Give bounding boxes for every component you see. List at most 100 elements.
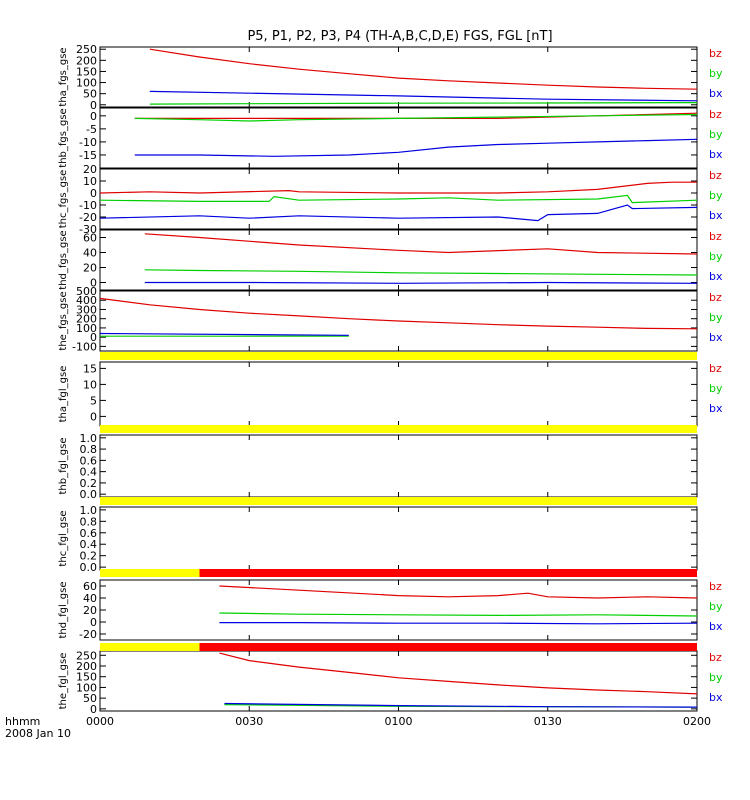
flag-bar-segment xyxy=(100,643,200,651)
series-line-bz xyxy=(99,297,698,330)
series-line-by xyxy=(219,612,698,617)
legend-entry-bz: bz xyxy=(709,580,722,593)
y-tick-label: 20 xyxy=(83,163,97,176)
y-tick-label: -20 xyxy=(79,628,97,641)
legend-entry-bx: bx xyxy=(709,87,723,100)
y-tick-label: 50 xyxy=(83,88,97,101)
panel-thb_fgl_gse: 1.00.80.60.40.20.0 thb_fgl_gse xyxy=(58,432,698,501)
y-axis-label: thb_fgl_gse xyxy=(58,438,69,495)
legend-entry-by: by xyxy=(709,250,723,263)
y-tick-label: 250 xyxy=(76,43,97,56)
y-tick-label: 0.8 xyxy=(80,443,98,456)
y-tick-label: 60 xyxy=(83,232,97,245)
y-tick-label: 0 xyxy=(90,616,97,629)
y-axis-label: tha_fgl_gse xyxy=(58,366,69,423)
legend-entry-bx: bx xyxy=(709,620,723,633)
y-tick-label: 200 xyxy=(76,54,97,67)
y-tick-label: 1.0 xyxy=(80,504,98,517)
y-tick-label: 40 xyxy=(83,592,97,605)
legend-entry-bz: bz xyxy=(709,47,722,60)
legend-entry-bz: bz xyxy=(709,651,722,664)
time-axis-date-label: 2008 Jan 10 xyxy=(5,727,71,740)
y-tick-label: -30 xyxy=(79,223,97,236)
legend-entry-bx: bx xyxy=(709,331,723,344)
series-line-bx xyxy=(219,621,698,625)
y-tick-label: -5 xyxy=(86,123,97,136)
series-line-bx xyxy=(144,281,698,284)
y-tick-label: 0.2 xyxy=(80,550,98,563)
y-tick-label: 100 xyxy=(76,322,97,335)
flag-bar-segment xyxy=(100,425,697,433)
panel-frame xyxy=(99,361,698,427)
y-tick-label: -10 xyxy=(79,199,97,212)
y-tick-label: -100 xyxy=(72,340,97,353)
y-tick-label: 20 xyxy=(83,604,97,617)
legend-entry-by: by xyxy=(709,67,723,80)
panel-thd_fgs_gse: 60 40 20 0 thd_fgs_gse bz by bx xyxy=(58,229,723,291)
series-line-bx xyxy=(99,204,698,222)
series-line-bx xyxy=(134,138,698,157)
chart-title: P5, P1, P2, P3, P4 (TH-A,B,C,D,E) FGS, F… xyxy=(247,29,552,44)
time-tick-label: 0000 xyxy=(86,715,114,728)
panel-frame xyxy=(99,650,698,712)
y-tick-label: 0.2 xyxy=(80,477,98,490)
y-tick-label: 100 xyxy=(76,77,97,90)
legend-entry-by: by xyxy=(709,671,723,684)
legend-entry-bx: bx xyxy=(709,691,723,704)
panel-frame xyxy=(99,434,698,498)
y-tick-label: 0.4 xyxy=(80,466,98,479)
series-line-by xyxy=(149,102,698,105)
legend-entry-by: by xyxy=(709,382,723,395)
legend-entry-by: by xyxy=(709,600,723,613)
y-tick-label: 15 xyxy=(83,362,97,375)
legend-entry-bz: bz xyxy=(709,230,722,243)
y-tick-label: 0.4 xyxy=(80,538,98,551)
y-tick-label: 250 xyxy=(76,649,97,662)
y-tick-label: 0 xyxy=(90,331,97,344)
flag-bar-segment xyxy=(199,643,697,651)
y-tick-label: 0 xyxy=(90,187,97,200)
y-tick-label: 400 xyxy=(76,294,97,307)
time-tick-label: 0100 xyxy=(385,715,413,728)
y-axis-label: thd_fgs_gse xyxy=(58,230,69,289)
y-tick-label: 10 xyxy=(83,378,97,391)
legend-entry-bx: bx xyxy=(709,209,723,222)
flag-bars-group xyxy=(100,352,697,651)
y-tick-label: 200 xyxy=(76,313,97,326)
y-axis-label: the_fgs_gse xyxy=(58,291,69,350)
panel-thb_fgs_gse: 0-5-10-15 thb_fgs_gse bz by bx xyxy=(58,107,723,169)
y-tick-label: 0 xyxy=(90,277,97,290)
y-tick-label: 5 xyxy=(90,394,97,407)
y-tick-label: 300 xyxy=(76,303,97,316)
y-tick-label: 1.0 xyxy=(80,432,98,445)
y-axis-label: thd_fgl_gse xyxy=(58,582,69,639)
time-tick-label: 0030 xyxy=(235,715,263,728)
time-tick-label: 0200 xyxy=(683,715,711,728)
legend-entry-by: by xyxy=(709,311,723,324)
y-tick-label: 0.0 xyxy=(80,561,98,574)
y-tick-label: 0 xyxy=(90,99,97,112)
legend-entry-by: by xyxy=(709,189,723,202)
legend-entry-bz: bz xyxy=(709,362,722,375)
series-line-bz xyxy=(219,652,698,695)
time-axis: 0000 0030 0100 0130 0200 xyxy=(86,715,711,728)
y-tick-label: 0 xyxy=(90,703,97,716)
y-tick-label: -15 xyxy=(79,149,97,162)
series-line-by xyxy=(144,269,698,276)
panel-frame xyxy=(99,107,698,169)
y-tick-label: 150 xyxy=(76,65,97,78)
y-tick-label: 100 xyxy=(76,681,97,694)
legend-entry-bx: bx xyxy=(709,270,723,283)
legend-entry-bz: bz xyxy=(709,291,722,304)
series-line-by xyxy=(99,194,698,204)
panel-tha_fgl_gse: 15 10 5 0 tha_fgl_gse bz by bx xyxy=(58,361,723,427)
series-line-bx xyxy=(99,332,349,336)
y-tick-label: 50 xyxy=(83,692,97,705)
y-tick-label: 0.6 xyxy=(80,527,98,540)
y-tick-label: 60 xyxy=(83,580,97,593)
series-line-by xyxy=(134,113,698,122)
